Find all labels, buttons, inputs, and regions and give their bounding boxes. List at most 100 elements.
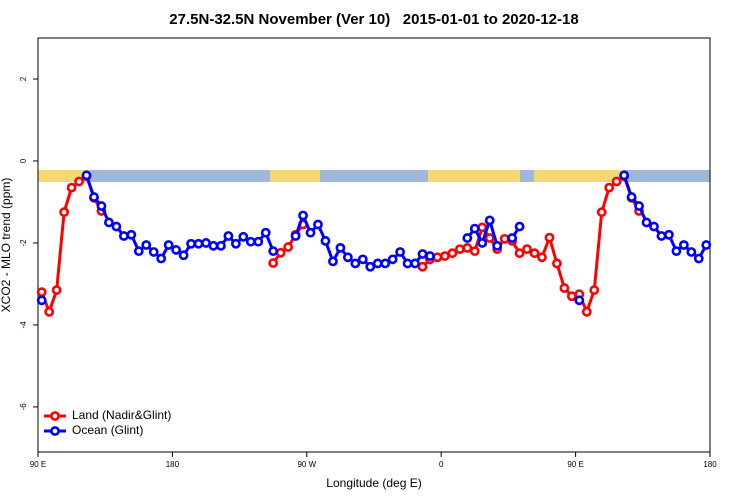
data-point — [537, 252, 547, 263]
data-point — [275, 247, 286, 258]
data-point — [66, 182, 77, 193]
data-point — [395, 247, 406, 257]
data-point — [440, 251, 450, 261]
x-tick-label: 90 W — [297, 460, 316, 469]
data-point — [141, 240, 152, 250]
land-ocean-strip — [38, 170, 710, 182]
y-tick-label: 2 — [19, 76, 28, 81]
data-point — [484, 215, 495, 226]
data-point — [477, 238, 488, 248]
data-point — [171, 245, 182, 255]
data-point — [649, 221, 659, 232]
x-tick-label: 90 E — [30, 460, 46, 469]
data-point — [201, 238, 211, 248]
data-point — [350, 258, 361, 269]
data-point — [477, 222, 488, 233]
x-tick-label: 180 — [703, 460, 717, 469]
data-point — [305, 227, 316, 238]
data-point — [611, 176, 622, 187]
data-point — [626, 192, 637, 202]
data-point — [566, 291, 577, 302]
data-point — [186, 238, 196, 249]
data-point — [529, 248, 540, 259]
x-tick-label: 0 — [439, 460, 444, 469]
data-point — [664, 229, 674, 240]
data-point — [290, 231, 301, 241]
legend-marker — [50, 426, 60, 436]
data-point — [104, 217, 114, 228]
data-point — [148, 247, 159, 257]
data-point — [514, 221, 525, 232]
data-point — [81, 170, 92, 181]
data-point — [36, 287, 47, 298]
land-band — [428, 170, 520, 182]
data-point — [417, 249, 428, 259]
data-point — [230, 238, 241, 249]
data-point — [559, 283, 570, 293]
data-point — [671, 246, 682, 257]
data-point — [596, 207, 607, 218]
data-point — [619, 170, 630, 181]
data-point — [410, 258, 420, 269]
x-axis-label: Longitude (deg E) — [326, 476, 421, 490]
data-point — [387, 254, 398, 265]
data-point — [499, 233, 510, 244]
data-point — [163, 240, 174, 250]
data-point — [447, 248, 458, 259]
data-point — [701, 240, 712, 250]
data-point — [678, 240, 689, 250]
data-point — [402, 258, 413, 269]
data-point — [44, 306, 55, 317]
data-point — [59, 207, 70, 218]
data-point — [656, 231, 667, 241]
data-point — [133, 246, 144, 257]
data-point — [589, 285, 600, 295]
x-tick-label: 180 — [166, 460, 180, 469]
data-point — [118, 231, 129, 241]
data-point — [514, 248, 525, 259]
data-point — [544, 232, 555, 243]
data-point — [454, 244, 465, 254]
data-point — [268, 258, 279, 268]
data-point — [634, 201, 644, 211]
data-point — [238, 231, 249, 242]
legend-marker — [50, 411, 60, 421]
data-point — [357, 254, 368, 265]
data-point — [342, 252, 353, 263]
data-point — [432, 252, 443, 263]
data-point — [335, 242, 346, 253]
data-point — [111, 221, 122, 232]
data-point — [223, 231, 234, 241]
data-point — [283, 242, 294, 252]
y-axis-label: XCO2 - MLO trend (ppm) — [0, 178, 13, 313]
data-point — [193, 238, 204, 249]
data-point — [469, 246, 480, 257]
data-point — [484, 233, 495, 243]
data-point — [581, 306, 592, 317]
y-tick-label: -2 — [19, 239, 28, 247]
legend-label: Land (Nadir&Glint) — [72, 408, 171, 422]
legend-label: Ocean (Glint) — [72, 423, 143, 437]
data-point — [51, 285, 62, 295]
data-point — [178, 250, 189, 261]
data-point — [208, 240, 219, 251]
y-tick-label: -6 — [19, 403, 28, 411]
data-point — [417, 261, 428, 272]
data-point — [216, 240, 226, 251]
data-point — [641, 217, 652, 228]
data-point — [313, 219, 323, 230]
data-point — [693, 253, 704, 264]
data-point — [507, 233, 518, 243]
data-point — [268, 246, 279, 257]
data-point — [298, 210, 308, 221]
data-point — [328, 256, 338, 267]
data-point — [574, 295, 585, 306]
data-point — [96, 201, 107, 211]
data-point — [245, 236, 256, 247]
y-tick-label: 0 — [19, 158, 28, 163]
data-point — [320, 236, 331, 246]
data-point — [380, 258, 391, 269]
data-point — [462, 242, 473, 253]
data-point — [469, 223, 480, 234]
